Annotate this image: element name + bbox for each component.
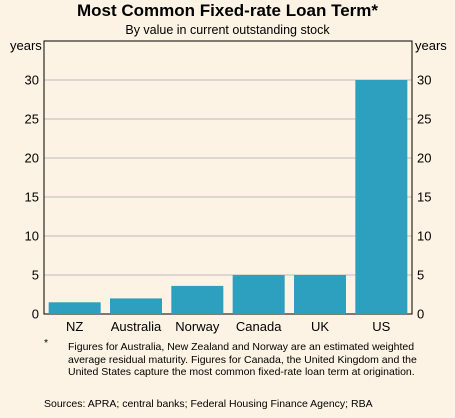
y-tick-label-left: 0 bbox=[32, 307, 39, 322]
x-tick-label-uk: UK bbox=[311, 319, 329, 334]
x-tick-labels: NZ Australia Norway Canada UK US bbox=[66, 319, 391, 334]
y-tick-label-right: 15 bbox=[417, 190, 431, 205]
y-tick-label-right: 30 bbox=[417, 73, 431, 88]
bar-canada bbox=[232, 275, 285, 314]
y-tick-label-right: 10 bbox=[417, 229, 431, 244]
sources-note: Sources: APRA; central banks; Federal Ho… bbox=[44, 398, 373, 410]
grid-lines bbox=[44, 79, 412, 276]
plot-frame bbox=[43, 40, 413, 315]
bar-us bbox=[355, 80, 408, 314]
y-tick-label-right: 0 bbox=[417, 307, 424, 322]
bar-uk bbox=[294, 275, 346, 314]
x-tick-label-canada: Canada bbox=[236, 319, 282, 334]
bar-australia bbox=[110, 298, 162, 314]
footnote-text: Figures for Australia, New Zealand and N… bbox=[68, 341, 417, 379]
y-tick-label-right: 5 bbox=[417, 268, 424, 283]
bar-nz bbox=[48, 302, 101, 314]
x-tick-label-us: US bbox=[372, 319, 390, 334]
x-tick-label-nz: NZ bbox=[66, 319, 83, 334]
bars bbox=[48, 80, 408, 314]
y-tick-label-left: 20 bbox=[25, 151, 39, 166]
chart-subtitle: By value in current outstanding stock bbox=[125, 23, 330, 37]
y-tick-label-right: 20 bbox=[417, 151, 431, 166]
chart-title: Most Common Fixed-rate Loan Term* bbox=[77, 1, 378, 20]
y-tick-label-right: 25 bbox=[417, 112, 431, 127]
y-tick-label-left: 15 bbox=[25, 190, 39, 205]
y-ticks: 0 0 5 5 10 10 15 15 20 20 25 25 30 30 bbox=[25, 73, 432, 322]
y-tick-label-left: 5 bbox=[32, 268, 39, 283]
x-tick-label-australia: Australia bbox=[111, 319, 162, 334]
y-tick-label-left: 25 bbox=[25, 112, 39, 127]
y-axis-label-right: years bbox=[415, 38, 447, 53]
footnote-marker: * bbox=[44, 337, 49, 349]
x-tick-label-norway: Norway bbox=[175, 319, 220, 334]
y-tick-label-left: 30 bbox=[25, 73, 39, 88]
y-axis-label-left: years bbox=[10, 38, 42, 53]
bar-norway bbox=[171, 285, 224, 314]
y-tick-label-left: 10 bbox=[25, 229, 39, 244]
